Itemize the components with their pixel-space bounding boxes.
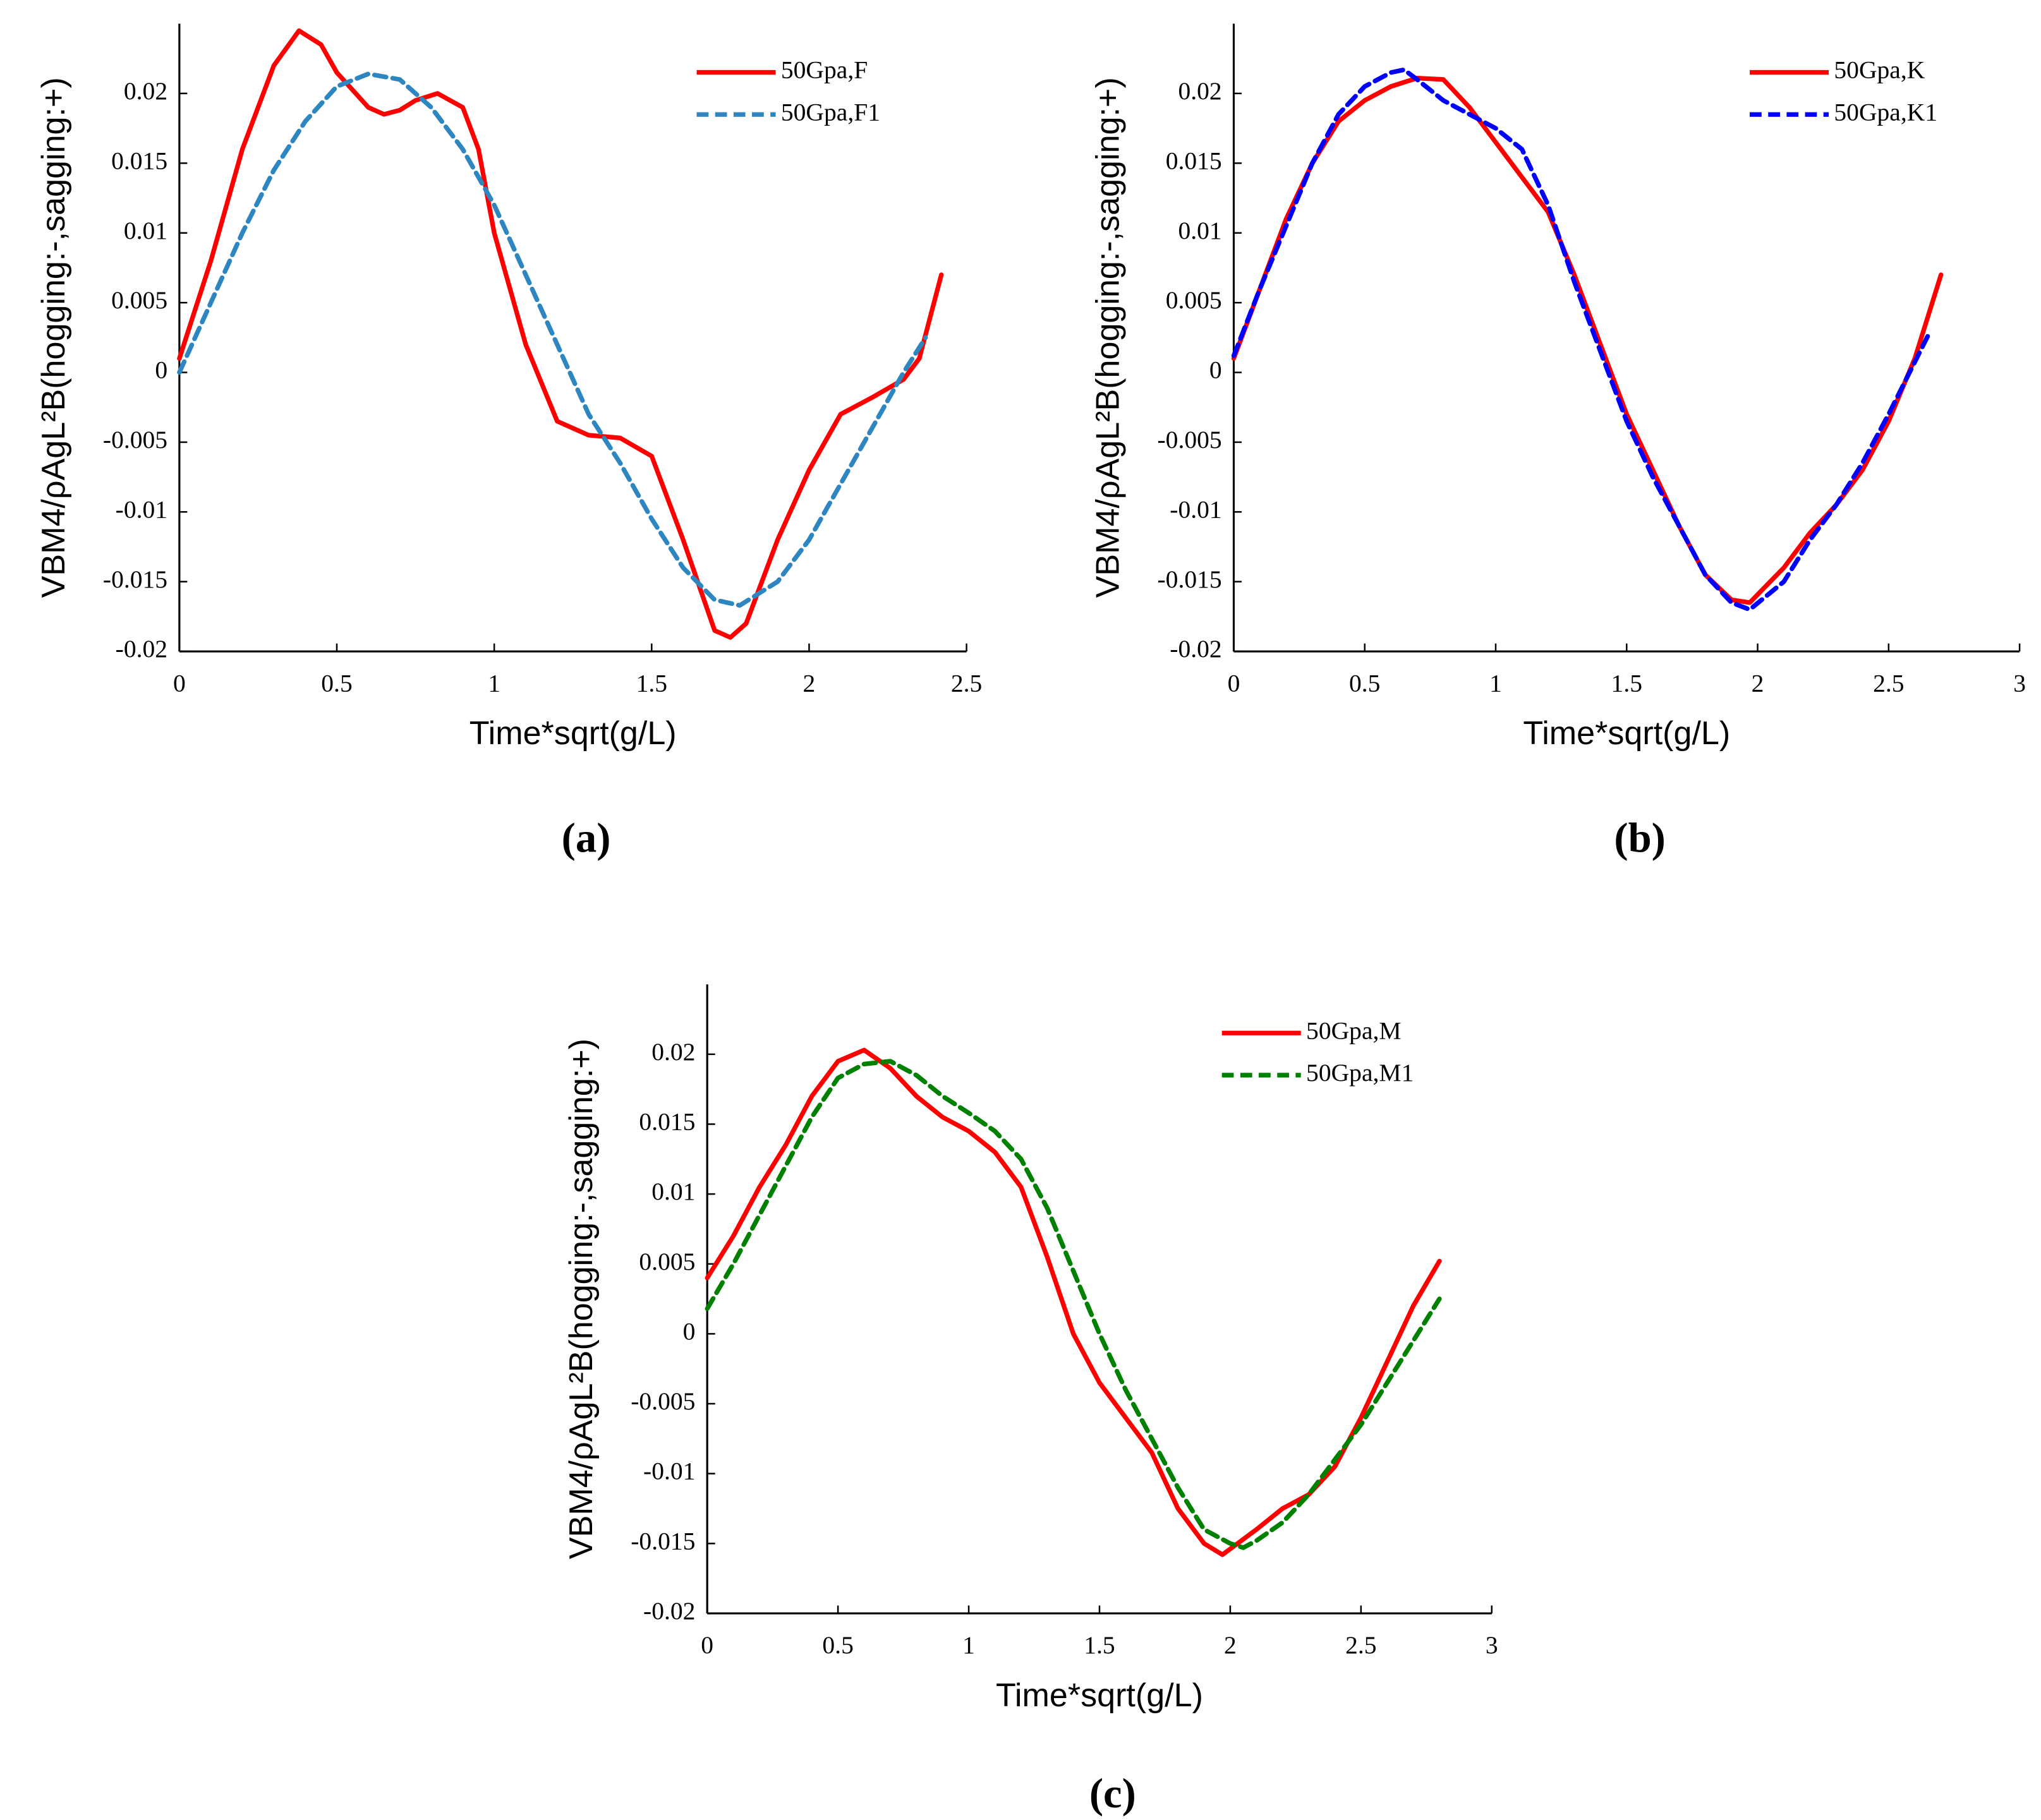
legend-label: 50Gpa,K [1834, 56, 1925, 84]
y-tick-label: 0.015 [111, 147, 167, 174]
y-tick-label: -0.015 [1158, 565, 1222, 593]
y-axis-label: VBM4/ρAgL²B(hogging:-,sagging:+) [563, 1039, 600, 1559]
y-tick-label: 0.005 [639, 1248, 695, 1275]
line-series [1231, 67, 1933, 612]
x-tick-label: 0.5 [822, 1631, 853, 1659]
y-tick-label: 0.01 [651, 1178, 695, 1205]
panel-label: (b) [1614, 816, 1665, 862]
x-tick-label: 2 [803, 669, 816, 697]
y-tick-label: 0.005 [111, 286, 167, 314]
x-tick-label: 2.5 [951, 669, 982, 697]
y-tick-label: -0.01 [1170, 495, 1221, 523]
legend-label: 50Gpa,F1 [781, 98, 880, 126]
x-axis-label: Time*sqrt(g/L) [1523, 715, 1730, 752]
x-tick-label: 1 [962, 1631, 975, 1659]
x-tick-label: 0.5 [1349, 669, 1380, 697]
y-tick-label: -0.01 [116, 495, 167, 523]
y-tick-label: 0.015 [639, 1108, 695, 1136]
x-tick-label: 2 [1752, 669, 1764, 697]
x-axis-label: Time*sqrt(g/L) [996, 1677, 1203, 1714]
x-tick-label: 3 [2013, 669, 2026, 697]
legend-label: 50Gpa,F [781, 56, 868, 84]
y-tick-label: -0.005 [103, 426, 167, 454]
y-tick-label: 0.02 [124, 77, 167, 105]
x-tick-label: 1.5 [636, 669, 667, 697]
x-tick-label: 0.5 [321, 669, 352, 697]
y-tick-label: 0.005 [1166, 286, 1222, 314]
y-tick-label: -0.005 [631, 1387, 695, 1415]
y-tick-label: 0.01 [1178, 217, 1221, 244]
y-tick-label: -0.015 [103, 565, 167, 593]
legend-label: 50Gpa,M [1306, 1016, 1402, 1044]
x-tick-label: 0 [701, 1631, 713, 1659]
x-tick-label: 1.5 [1611, 669, 1642, 697]
line-series [177, 71, 928, 608]
x-tick-label: 2 [1224, 1631, 1237, 1659]
x-axis-label: Time*sqrt(g/L) [469, 715, 677, 752]
x-tick-label: 1 [488, 669, 500, 697]
y-tick-label: -0.005 [1158, 426, 1222, 454]
y-tick-label: 0.015 [1166, 147, 1222, 174]
line-series [177, 28, 944, 640]
line-series [1231, 75, 1944, 605]
y-tick-label: 0.02 [1178, 77, 1221, 105]
legend-label: 50Gpa,K1 [1834, 98, 1937, 126]
y-tick-label: 0 [1209, 356, 1222, 384]
y-tick-label: -0.02 [643, 1597, 695, 1625]
x-tick-label: 0 [1228, 669, 1240, 697]
y-tick-label: 0.02 [651, 1038, 695, 1066]
panel-label: (c) [1089, 1771, 1136, 1817]
x-tick-label: 1.5 [1084, 1631, 1115, 1659]
y-axis-label: VBM4/ρAgL²B(hogging:-,sagging:+) [35, 77, 72, 598]
y-tick-label: 0 [155, 356, 167, 384]
line-series [705, 1047, 1442, 1557]
y-tick-label: 0.01 [124, 217, 167, 244]
y-tick-label: -0.02 [116, 635, 167, 663]
x-tick-label: 0 [173, 669, 186, 697]
x-tick-label: 2.5 [1345, 1631, 1376, 1659]
y-axis-label: VBM4/ρAgL²B(hogging:-,sagging:+) [1089, 77, 1126, 598]
y-tick-label: -0.02 [1170, 635, 1221, 663]
panel-label: (a) [562, 816, 611, 862]
x-tick-label: 1 [1489, 669, 1502, 697]
line-series [705, 1059, 1442, 1550]
legend-label: 50Gpa,M1 [1306, 1059, 1414, 1087]
y-tick-label: -0.01 [643, 1457, 695, 1485]
y-tick-label: -0.015 [631, 1527, 695, 1555]
x-tick-label: 3 [1486, 1631, 1498, 1659]
y-tick-label: 0 [683, 1317, 696, 1345]
x-tick-label: 2.5 [1873, 669, 1904, 697]
